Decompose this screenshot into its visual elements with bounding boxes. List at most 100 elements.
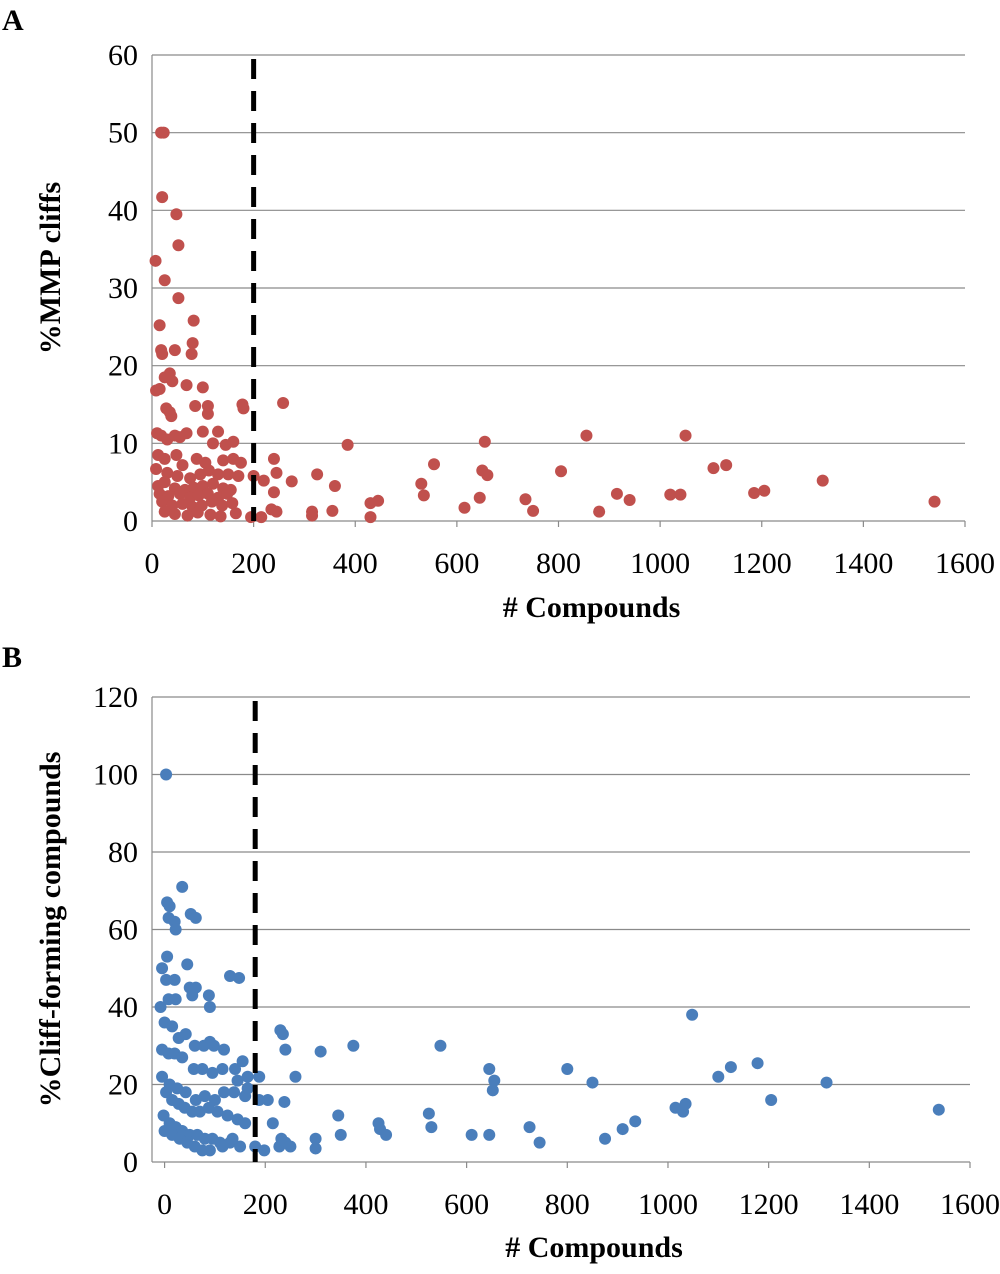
data-point-b [221, 1109, 234, 1122]
y-tick-label-b: 60 [108, 914, 138, 947]
data-point-b [166, 1020, 179, 1033]
data-point-a [171, 469, 184, 482]
data-point-a [173, 487, 186, 500]
data-point-a [185, 348, 198, 361]
data-point-a [610, 487, 623, 500]
data-point-a [311, 468, 324, 481]
data-point-a [168, 508, 181, 521]
x-tick-label-b: 200 [243, 1188, 288, 1221]
data-point-b [289, 1070, 302, 1083]
data-point-a [428, 458, 441, 471]
data-point-b [224, 970, 237, 982]
data-point-b [241, 1070, 254, 1083]
data-point-a [172, 239, 185, 252]
y-tick-label-b: 100 [93, 759, 138, 792]
data-point-a [196, 381, 209, 394]
data-point-a [202, 464, 215, 477]
y-tick-label-b: 80 [108, 836, 138, 869]
data-point-b [486, 1084, 499, 1097]
data-point-b [160, 973, 173, 986]
data-point-b [309, 1142, 322, 1155]
data-point-a [156, 348, 169, 361]
panel-label-a: A [2, 4, 24, 37]
data-point-b [203, 1035, 216, 1048]
data-point-b [533, 1136, 546, 1149]
data-point-a [172, 292, 185, 305]
data-point-a [555, 465, 568, 478]
x-tick-label-a: 1400 [833, 547, 893, 580]
data-point-b [686, 1008, 699, 1021]
data-point-a [237, 402, 250, 415]
data-point-a [158, 476, 171, 489]
data-point-a [481, 469, 494, 482]
data-point-b [483, 1128, 496, 1141]
data-point-b [226, 1132, 239, 1145]
data-point-a [758, 484, 771, 497]
data-point-a [679, 429, 692, 442]
data-point-b [168, 973, 181, 986]
data-point-b [309, 1132, 322, 1145]
data-point-b [231, 1074, 244, 1087]
data-point-a [191, 506, 204, 519]
data-point-a [364, 511, 377, 524]
y-tick-label-b: 20 [108, 1069, 138, 1102]
x-tick-label-a: 1200 [732, 547, 792, 580]
data-point-b [189, 911, 202, 924]
data-point-b [187, 1063, 200, 1075]
data-point-a [519, 493, 532, 506]
x-tick-label-a: 0 [145, 547, 160, 580]
data-point-b [751, 1057, 764, 1070]
data-point-b [234, 1140, 247, 1153]
x-tick-label-b: 1600 [940, 1188, 1000, 1221]
data-point-b [239, 1117, 252, 1130]
data-point-a [212, 425, 225, 438]
data-point-a [415, 477, 428, 490]
y-tick-label-b: 0 [123, 1146, 138, 1179]
data-point-a [623, 494, 636, 507]
data-point-a [226, 497, 239, 510]
x-tick-label-b: 1400 [839, 1188, 899, 1221]
data-point-a [156, 495, 169, 508]
data-point-b [679, 1097, 692, 1110]
data-point-b [176, 880, 189, 893]
data-point-a [473, 491, 486, 504]
data-point-b [422, 1107, 435, 1120]
data-point-a [206, 477, 219, 490]
data-point-a [158, 505, 171, 518]
data-point-a [580, 429, 593, 442]
x-tick-label-b: 800 [545, 1188, 590, 1221]
data-point-b [233, 971, 246, 984]
data-point-b [186, 989, 199, 1002]
data-point-a [221, 487, 234, 500]
data-point-a [328, 480, 341, 493]
y-tick-label-a: 50 [108, 117, 138, 150]
data-point-a [664, 488, 677, 501]
data-point-b [261, 1094, 274, 1106]
data-point-b [206, 1066, 219, 1079]
x-tick-label-a: 1000 [630, 547, 690, 580]
data-point-b [196, 1063, 209, 1075]
data-point-b [724, 1061, 737, 1074]
y-tick-label-b: 120 [93, 681, 138, 714]
panel-label-b: B [2, 641, 22, 674]
data-point-a [149, 254, 162, 267]
data-point-b [203, 1144, 216, 1157]
data-point-b [203, 1001, 216, 1013]
data-point-a [527, 504, 540, 517]
data-point-a [170, 448, 183, 461]
data-point-b [712, 1070, 725, 1083]
data-point-a [158, 452, 171, 465]
data-point-a [267, 486, 280, 499]
data-point-a [707, 462, 720, 475]
data-point-b [236, 1055, 249, 1068]
data-point-b [276, 1028, 289, 1041]
y-tick-label-a: 20 [108, 350, 138, 383]
data-point-b [932, 1103, 945, 1116]
data-point-a [270, 505, 283, 518]
data-point-b [586, 1076, 599, 1089]
data-point-b [217, 1086, 230, 1099]
data-point-a [219, 438, 232, 451]
data-point-a [212, 468, 225, 481]
data-point-b [181, 958, 194, 971]
data-point-b [193, 1105, 206, 1118]
